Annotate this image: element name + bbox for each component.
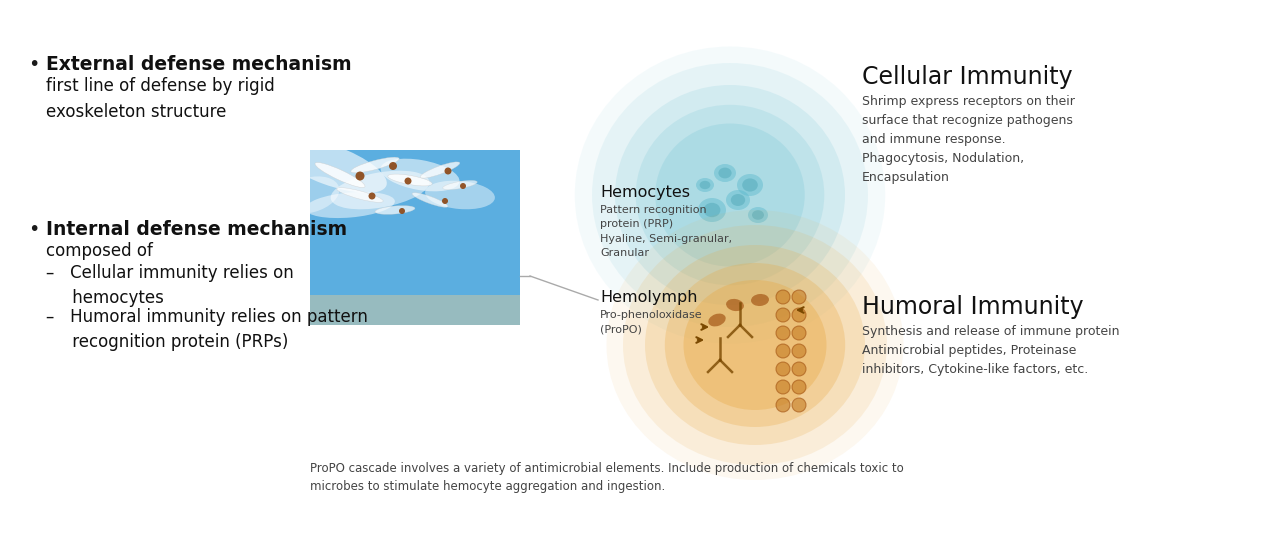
Ellipse shape xyxy=(591,63,868,327)
Ellipse shape xyxy=(645,245,865,445)
Ellipse shape xyxy=(737,174,763,196)
Ellipse shape xyxy=(700,181,710,189)
Circle shape xyxy=(792,398,806,412)
Ellipse shape xyxy=(280,176,339,213)
Ellipse shape xyxy=(714,164,736,182)
Text: Hemocytes: Hemocytes xyxy=(600,185,690,200)
Circle shape xyxy=(792,290,806,304)
Ellipse shape xyxy=(614,85,845,305)
Circle shape xyxy=(356,172,365,181)
Circle shape xyxy=(776,308,790,322)
Ellipse shape xyxy=(684,280,827,410)
Circle shape xyxy=(404,177,411,184)
Circle shape xyxy=(792,344,806,358)
Ellipse shape xyxy=(718,167,732,178)
Ellipse shape xyxy=(315,162,365,188)
Ellipse shape xyxy=(698,198,726,222)
Circle shape xyxy=(776,398,790,412)
Circle shape xyxy=(389,162,397,170)
Ellipse shape xyxy=(420,162,460,178)
Ellipse shape xyxy=(337,188,383,202)
Ellipse shape xyxy=(380,159,460,191)
Text: composed of: composed of xyxy=(46,242,152,260)
Text: Pattern recognition
protein (PRP)
Hyaline, Semi-granular,
Granular: Pattern recognition protein (PRP) Hyalin… xyxy=(600,205,732,258)
Circle shape xyxy=(776,326,790,340)
Ellipse shape xyxy=(731,194,745,206)
Text: Hemolymph: Hemolymph xyxy=(600,290,698,305)
Circle shape xyxy=(776,344,790,358)
Ellipse shape xyxy=(425,181,495,210)
Text: Internal defense mechanism: Internal defense mechanism xyxy=(46,220,347,239)
Ellipse shape xyxy=(412,193,448,207)
Ellipse shape xyxy=(696,178,714,192)
Ellipse shape xyxy=(748,207,768,223)
Ellipse shape xyxy=(351,157,399,173)
Circle shape xyxy=(442,198,448,204)
Circle shape xyxy=(369,193,375,200)
Circle shape xyxy=(776,362,790,376)
Ellipse shape xyxy=(636,105,824,285)
Bar xyxy=(310,295,520,325)
Ellipse shape xyxy=(388,174,433,186)
Text: first line of defense by rigid
exoskeleton structure: first line of defense by rigid exoskelet… xyxy=(46,77,275,121)
Ellipse shape xyxy=(330,171,429,210)
Ellipse shape xyxy=(375,206,415,214)
Ellipse shape xyxy=(664,263,845,427)
Text: –   Cellular immunity relies on
     hemocytes: – Cellular immunity relies on hemocytes xyxy=(46,264,293,307)
Ellipse shape xyxy=(726,190,750,210)
Ellipse shape xyxy=(742,178,758,191)
Text: –   Humoral immunity relies on pattern
     recognition protein (PRPs): – Humoral immunity relies on pattern rec… xyxy=(46,308,367,351)
Circle shape xyxy=(776,380,790,394)
Text: External defense mechanism: External defense mechanism xyxy=(46,55,352,74)
Circle shape xyxy=(776,290,790,304)
Circle shape xyxy=(792,326,806,340)
Text: ProPO cascade involves a variety of antimicrobial elements. Include production o: ProPO cascade involves a variety of anti… xyxy=(310,462,904,493)
Ellipse shape xyxy=(753,210,764,220)
Text: Cellular Immunity: Cellular Immunity xyxy=(861,65,1073,89)
Circle shape xyxy=(792,308,806,322)
Ellipse shape xyxy=(708,313,726,327)
Ellipse shape xyxy=(607,210,904,480)
Ellipse shape xyxy=(704,203,721,217)
Text: •: • xyxy=(28,55,40,74)
Text: Synthesis and release of immune protein
Antimicrobial peptides, Proteinase
inhib: Synthesis and release of immune protein … xyxy=(861,325,1120,376)
Ellipse shape xyxy=(726,299,744,311)
Ellipse shape xyxy=(623,225,887,465)
Ellipse shape xyxy=(305,192,394,218)
Circle shape xyxy=(792,380,806,394)
Ellipse shape xyxy=(751,294,769,306)
Ellipse shape xyxy=(575,46,886,344)
Ellipse shape xyxy=(273,137,387,193)
Text: Humoral Immunity: Humoral Immunity xyxy=(861,295,1084,319)
Circle shape xyxy=(399,208,404,214)
Circle shape xyxy=(444,167,452,174)
Ellipse shape xyxy=(655,124,805,266)
Text: Shrimp express receptors on their
surface that recognize pathogens
and immune re: Shrimp express receptors on their surfac… xyxy=(861,95,1075,184)
Circle shape xyxy=(460,183,466,189)
Text: •: • xyxy=(28,220,40,239)
Ellipse shape xyxy=(443,181,477,190)
Circle shape xyxy=(792,362,806,376)
Text: Pro-phenoloxidase
(ProPO): Pro-phenoloxidase (ProPO) xyxy=(600,310,703,334)
Bar xyxy=(310,150,520,325)
